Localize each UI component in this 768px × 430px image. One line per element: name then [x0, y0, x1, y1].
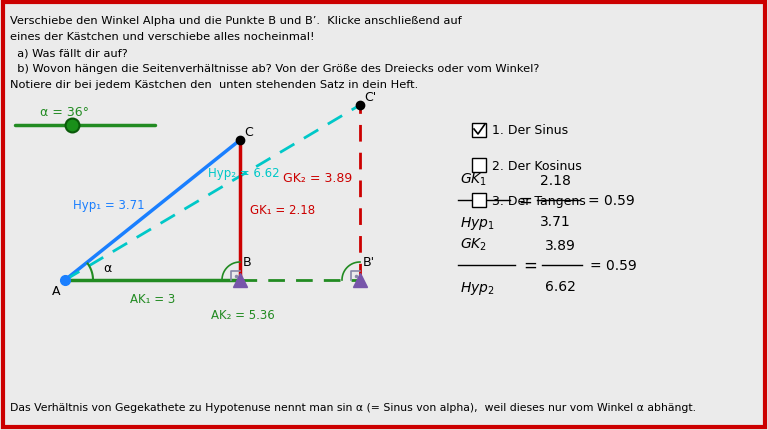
Text: = 0.59: = 0.59	[590, 258, 637, 272]
Text: Hyp₁ = 3.71: Hyp₁ = 3.71	[73, 199, 144, 212]
Text: $\mathit{GK_2}$: $\mathit{GK_2}$	[460, 236, 487, 252]
Text: GK₁ = 2.18: GK₁ = 2.18	[250, 204, 315, 217]
Text: B: B	[243, 255, 252, 268]
Text: α: α	[103, 262, 111, 275]
Text: Verschiebe den Winkel Alpha und die Punkte B und B’.  Klicke anschließend auf: Verschiebe den Winkel Alpha und die Punk…	[10, 16, 462, 26]
Text: 6.62: 6.62	[545, 280, 576, 293]
Text: C: C	[244, 126, 253, 139]
Text: C': C'	[364, 91, 376, 104]
Text: Notiere dir bei jedem Kästchen den  unten stehenden Satz in dein Heft.: Notiere dir bei jedem Kästchen den unten…	[10, 80, 419, 90]
Text: 2. Der Kosinus: 2. Der Kosinus	[492, 159, 581, 172]
Bar	[472, 124, 486, 138]
Text: =: =	[523, 256, 537, 274]
Text: B': B'	[363, 255, 375, 268]
Text: 3.71: 3.71	[540, 215, 571, 228]
Text: α = 36°: α = 36°	[40, 106, 89, 119]
Text: a) Was fällt dir auf?: a) Was fällt dir auf?	[10, 48, 127, 58]
Text: = 0.59: = 0.59	[588, 194, 634, 208]
Bar	[472, 159, 486, 172]
Text: 1. Der Sinus: 1. Der Sinus	[492, 124, 568, 137]
Text: Hyp₂ = 6.62: Hyp₂ = 6.62	[207, 166, 279, 180]
Text: 3.89: 3.89	[545, 239, 576, 252]
Text: 3. Der Tangens: 3. Der Tangens	[492, 194, 586, 207]
Text: A: A	[51, 284, 60, 297]
Text: 2.18: 2.18	[540, 174, 571, 187]
Text: Das Verhältnis von Gegekathete zu Hypotenuse nennt man sin α (= Sinus von alpha): Das Verhältnis von Gegekathete zu Hypote…	[10, 402, 696, 412]
Text: =: =	[518, 191, 532, 209]
Text: $\mathit{Hyp_2}$: $\mathit{Hyp_2}$	[460, 280, 495, 296]
Text: AK₁ = 3: AK₁ = 3	[130, 292, 175, 305]
Text: $\mathit{Hyp_1}$: $\mathit{Hyp_1}$	[460, 215, 495, 231]
Text: eines der Kästchen und verschiebe alles nocheinmal!: eines der Kästchen und verschiebe alles …	[10, 32, 315, 42]
Text: AK₂ = 5.36: AK₂ = 5.36	[210, 308, 274, 321]
Text: GK₂ = 3.89: GK₂ = 3.89	[283, 172, 352, 184]
Text: b) Wovon hängen die Seitenverhältnisse ab? Von der Größe des Dreiecks oder vom W: b) Wovon hängen die Seitenverhältnisse a…	[10, 64, 539, 74]
Text: $\mathit{GK_1}$: $\mathit{GK_1}$	[460, 171, 487, 187]
Bar	[472, 194, 486, 208]
